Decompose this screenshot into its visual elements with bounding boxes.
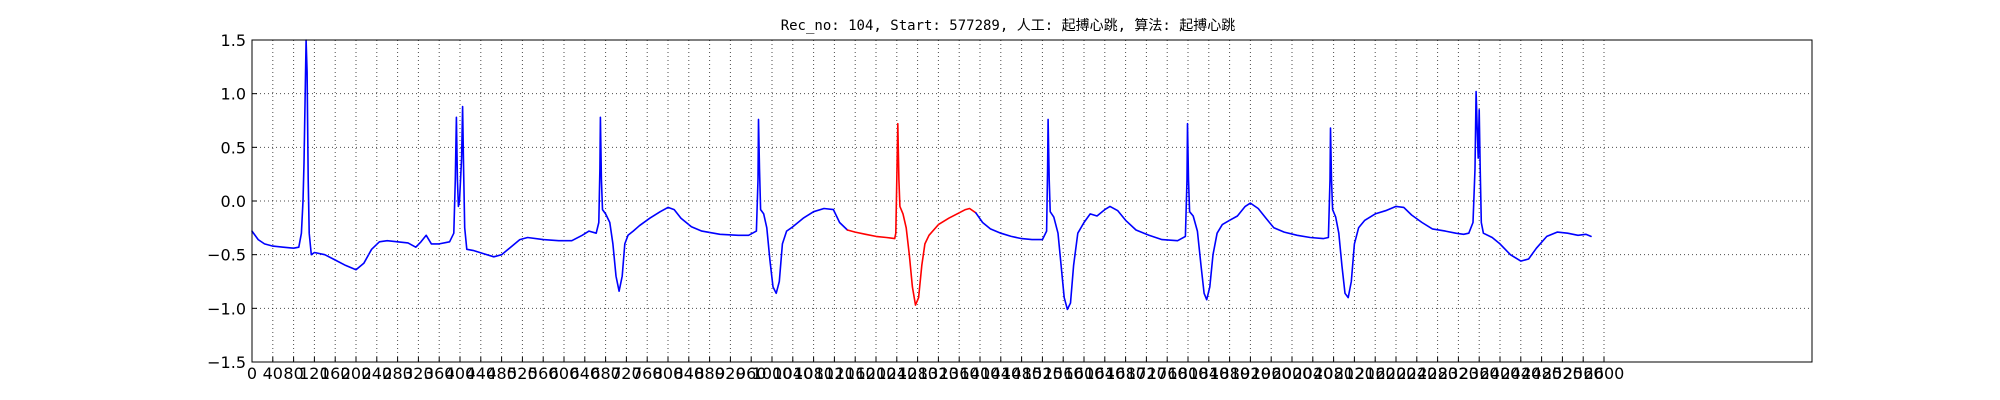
y-tick-label: 1.0 bbox=[221, 85, 246, 104]
y-tick-label: 1.5 bbox=[221, 31, 246, 50]
x-tick-label: 2520 bbox=[1542, 364, 1583, 383]
x-tick-label: 1840 bbox=[1188, 364, 1229, 383]
x-tick-label: 1760 bbox=[1147, 364, 1188, 383]
x-tick-label: 2400 bbox=[1480, 364, 1521, 383]
x-tick-label: 680 bbox=[590, 364, 621, 383]
x-tick-label: 2440 bbox=[1500, 364, 1541, 383]
x-tick-label: 1080 bbox=[793, 364, 834, 383]
x-tick-label: 600 bbox=[549, 364, 580, 383]
x-tick-label: 240 bbox=[362, 364, 393, 383]
x-tick-label: 1200 bbox=[856, 364, 897, 383]
grid bbox=[251, 39, 1812, 363]
x-tick-label: 1000 bbox=[752, 364, 793, 383]
x-tick-label: 2200 bbox=[1376, 364, 1417, 383]
y-tick-label: 0.5 bbox=[221, 138, 246, 157]
ecg-series-line-2 bbox=[846, 122, 977, 306]
x-tick-label: 40 bbox=[263, 364, 283, 383]
y-tick-label: 0.0 bbox=[221, 192, 246, 211]
x-tick-label: 2240 bbox=[1396, 364, 1437, 383]
x-tick-label: 1440 bbox=[980, 364, 1021, 383]
x-tick-label: 1600 bbox=[1064, 364, 1105, 383]
x-tick-label: 1560 bbox=[1043, 364, 1084, 383]
y-tick-label: −0.5 bbox=[207, 246, 246, 265]
x-tick-label: 1640 bbox=[1084, 364, 1125, 383]
x-tick-label: 480 bbox=[486, 364, 517, 383]
x-tick-label: 1400 bbox=[960, 364, 1001, 383]
x-tick-label: 120 bbox=[299, 364, 330, 383]
x-tick-label: 160 bbox=[320, 364, 351, 383]
x-tick-label: 560 bbox=[528, 364, 559, 383]
x-tick-label: 640 bbox=[570, 364, 601, 383]
x-tick-label: 1480 bbox=[1001, 364, 1042, 383]
x-tick-label: 400 bbox=[445, 364, 476, 383]
x-tick-label: 280 bbox=[382, 364, 413, 383]
x-tick-label: 760 bbox=[632, 364, 663, 383]
x-tick-label: 440 bbox=[466, 364, 497, 383]
x-tick-label: 2600 bbox=[1584, 364, 1625, 383]
x-tick-label: 1280 bbox=[897, 364, 938, 383]
x-tick-label: 1120 bbox=[814, 364, 855, 383]
x-tick-label: 2080 bbox=[1313, 364, 1354, 383]
x-tick-label: 2560 bbox=[1563, 364, 1604, 383]
x-tick-label: 520 bbox=[507, 364, 538, 383]
x-tick-label: 960 bbox=[736, 364, 767, 383]
x-tick-label: 880 bbox=[694, 364, 725, 383]
x-tick-label: 840 bbox=[674, 364, 705, 383]
x-tick-label: 1720 bbox=[1126, 364, 1167, 383]
x-tick-label: 2280 bbox=[1417, 364, 1458, 383]
x-tick-label: 2120 bbox=[1334, 364, 1375, 383]
x-tick-label: 1040 bbox=[772, 364, 813, 383]
ecg-series-line-1 bbox=[251, 39, 849, 295]
x-tick-label: 2320 bbox=[1438, 364, 1479, 383]
x-tick-label: 1360 bbox=[939, 364, 980, 383]
x-tick-label: 1240 bbox=[876, 364, 917, 383]
x-tick-label: 800 bbox=[653, 364, 684, 383]
x-tick-label: 1160 bbox=[835, 364, 876, 383]
x-tick-label: 2480 bbox=[1521, 364, 1562, 383]
x-tick-label: 2040 bbox=[1292, 364, 1333, 383]
x-tick-label: 360 bbox=[424, 364, 455, 383]
x-tick-label: 2160 bbox=[1355, 364, 1396, 383]
x-tick-label: 320 bbox=[403, 364, 434, 383]
x-tick-label: 720 bbox=[611, 364, 642, 383]
x-tick-label: 1800 bbox=[1168, 364, 1209, 383]
x-tick-label: 1920 bbox=[1230, 364, 1271, 383]
ecg-series-line-3 bbox=[974, 90, 1592, 311]
x-tick-label: 2000 bbox=[1272, 364, 1313, 383]
signal-series bbox=[251, 39, 1592, 311]
x-tick-label: 1520 bbox=[1022, 364, 1063, 383]
chart-title: Rec_no: 104, Start: 577289, 人工: 起搏心跳, 算法… bbox=[781, 17, 1236, 34]
x-tick-label: 0 bbox=[247, 364, 257, 383]
axes: 0 40 8012016020024028032036040044048052056… bbox=[207, 31, 1624, 383]
x-tick-label: 1960 bbox=[1251, 364, 1292, 383]
x-tick-label: 200 bbox=[341, 364, 372, 383]
y-tick-label: −1.5 bbox=[207, 353, 246, 372]
x-tick-label: 920 bbox=[715, 364, 746, 383]
x-tick-label: 80 bbox=[283, 364, 303, 383]
x-tick-label: 1680 bbox=[1105, 364, 1146, 383]
x-tick-label: 1320 bbox=[918, 364, 959, 383]
y-tick-label: −1.0 bbox=[207, 299, 246, 318]
x-tick-label: 2360 bbox=[1459, 364, 1500, 383]
x-tick-label: 1880 bbox=[1209, 364, 1250, 383]
